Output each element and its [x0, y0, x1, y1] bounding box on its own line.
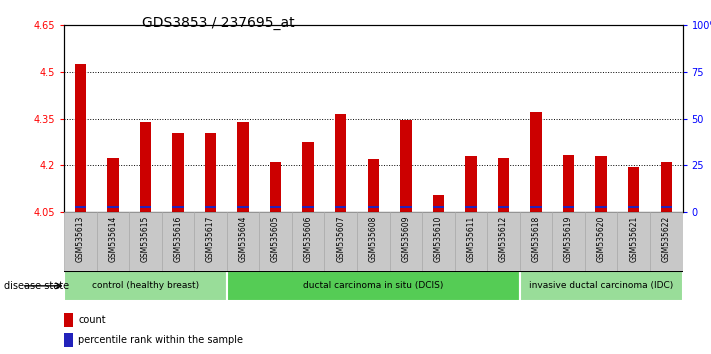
Bar — [368, 159, 379, 212]
Text: GSM535605: GSM535605 — [271, 215, 280, 262]
Bar — [390, 212, 422, 271]
Text: GSM535609: GSM535609 — [401, 215, 410, 262]
Bar — [237, 206, 249, 209]
Bar — [422, 212, 454, 271]
Text: GSM535606: GSM535606 — [304, 215, 313, 262]
Bar — [617, 212, 650, 271]
Text: GSM535610: GSM535610 — [434, 215, 443, 262]
Bar — [650, 212, 683, 271]
Bar — [498, 158, 509, 212]
Bar — [75, 206, 86, 209]
Text: GSM535608: GSM535608 — [369, 215, 378, 262]
Text: GSM535613: GSM535613 — [76, 215, 85, 262]
Text: GSM535611: GSM535611 — [466, 215, 476, 262]
Bar — [454, 212, 487, 271]
Text: GSM535619: GSM535619 — [564, 215, 573, 262]
Text: GSM535616: GSM535616 — [173, 215, 183, 262]
Text: disease state: disease state — [4, 281, 69, 291]
Text: GSM535620: GSM535620 — [597, 215, 606, 262]
Bar — [64, 271, 227, 301]
Bar — [530, 206, 542, 209]
Bar — [552, 212, 585, 271]
Bar — [433, 195, 444, 212]
Bar — [596, 206, 607, 209]
Bar — [139, 122, 151, 212]
Text: control (healthy breast): control (healthy breast) — [92, 281, 199, 290]
Text: GSM535612: GSM535612 — [499, 215, 508, 262]
Text: count: count — [78, 315, 106, 325]
Bar — [161, 212, 194, 271]
Bar — [433, 206, 444, 209]
Bar — [465, 206, 476, 209]
Bar — [237, 122, 249, 212]
Bar — [227, 212, 260, 271]
Bar — [107, 158, 119, 212]
Bar — [400, 120, 412, 212]
Bar — [260, 212, 292, 271]
Bar — [75, 64, 86, 212]
Bar — [97, 212, 129, 271]
Text: percentile rank within the sample: percentile rank within the sample — [78, 335, 243, 345]
Bar — [64, 212, 97, 271]
Bar — [64, 333, 73, 347]
Bar — [172, 133, 183, 212]
Bar — [139, 206, 151, 209]
Text: GSM535604: GSM535604 — [239, 215, 247, 262]
Bar — [302, 206, 314, 209]
Bar — [498, 206, 509, 209]
Bar — [270, 162, 282, 212]
Bar — [172, 206, 183, 209]
Bar — [335, 114, 346, 212]
Bar — [335, 206, 346, 209]
Bar — [585, 212, 617, 271]
Text: invasive ductal carcinoma (IDC): invasive ductal carcinoma (IDC) — [529, 281, 673, 290]
Bar — [563, 155, 574, 212]
Bar — [563, 206, 574, 209]
Bar — [661, 206, 672, 209]
Bar — [520, 212, 552, 271]
Text: ductal carcinoma in situ (DCIS): ductal carcinoma in situ (DCIS) — [303, 281, 444, 290]
Bar — [530, 112, 542, 212]
Bar — [194, 212, 227, 271]
Bar — [129, 212, 161, 271]
Bar — [596, 156, 607, 212]
Bar — [324, 212, 357, 271]
Bar — [368, 206, 379, 209]
Bar — [661, 162, 672, 212]
Text: GSM535621: GSM535621 — [629, 215, 638, 262]
Text: GSM535622: GSM535622 — [662, 215, 670, 262]
Bar — [302, 142, 314, 212]
Text: GSM535615: GSM535615 — [141, 215, 150, 262]
Bar — [465, 156, 476, 212]
Text: GSM535617: GSM535617 — [206, 215, 215, 262]
Bar — [292, 212, 324, 271]
Text: GDS3853 / 237695_at: GDS3853 / 237695_at — [142, 16, 295, 30]
Bar — [205, 133, 216, 212]
Bar — [64, 314, 73, 327]
Bar — [628, 206, 639, 209]
Bar — [520, 271, 683, 301]
Text: GSM535618: GSM535618 — [532, 215, 540, 262]
Bar — [400, 206, 412, 209]
Bar — [357, 212, 390, 271]
Text: GSM535607: GSM535607 — [336, 215, 346, 262]
Bar — [227, 271, 520, 301]
Bar — [205, 206, 216, 209]
Bar — [487, 212, 520, 271]
Bar — [628, 167, 639, 212]
Bar — [107, 206, 119, 209]
Text: GSM535614: GSM535614 — [108, 215, 117, 262]
Bar — [270, 206, 282, 209]
